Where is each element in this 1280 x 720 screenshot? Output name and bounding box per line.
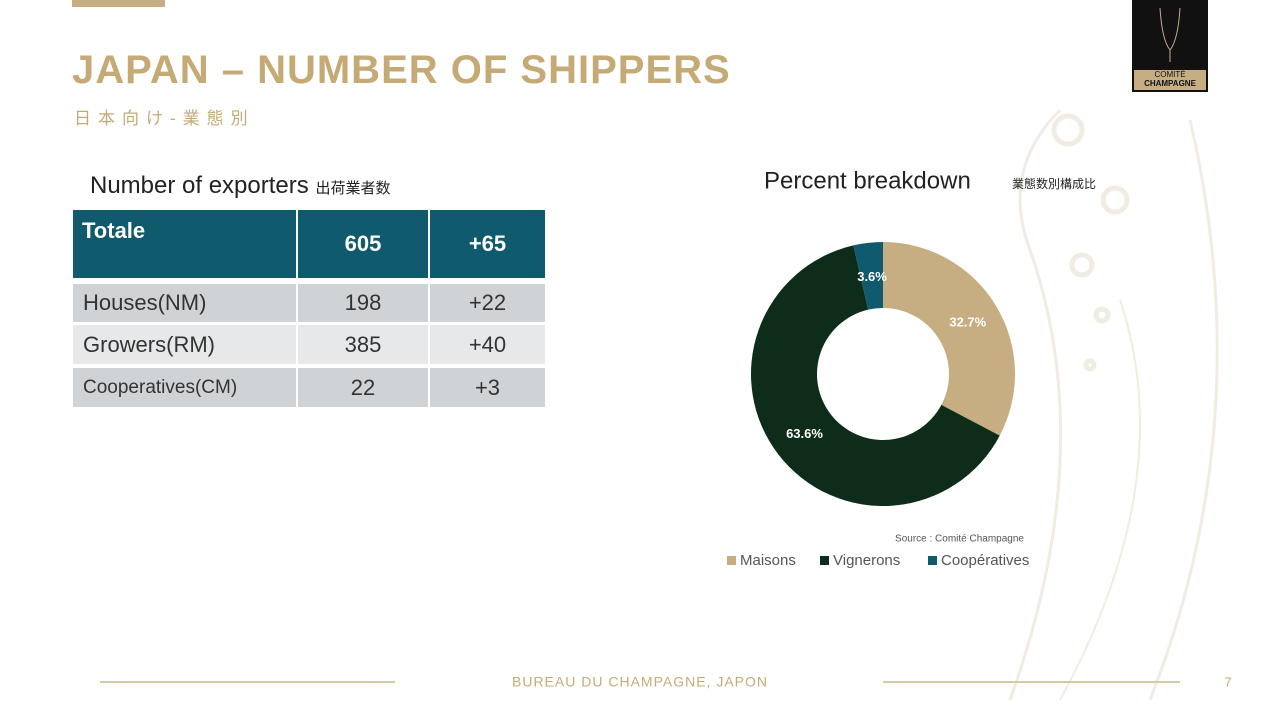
background-decor [1008,108,1219,701]
table-cell: +22 [430,284,545,322]
footer-text: BUREAU DU CHAMPAGNE, JAPON [512,674,768,690]
data-label: 3.6% [857,269,887,284]
legend-label: Maisons [740,552,796,569]
data-label: 63.6% [786,426,823,441]
subtitle: 日本向け-業態別 [74,109,255,128]
table-title-en: Number of exporters [90,172,309,199]
table-cell: +40 [430,325,545,364]
table-cell: 22 [298,368,428,407]
header-cell: +65 [430,210,545,278]
top-bar [72,0,165,7]
legend-swatch [727,556,736,565]
table-cell: Cooperatives(CM) [73,368,296,407]
table-cell: 385 [298,325,428,364]
logo-line2: CHAMPAGNE [1144,79,1196,88]
chart-title: Percent breakdown [764,167,971,194]
legend-label: Coopératives [941,552,1029,569]
logo-text: COMITÉ CHAMPAGNE [1134,70,1206,90]
page-number: 7 [1224,674,1231,689]
donut-slice [751,245,1000,507]
table-cell: 198 [298,284,428,322]
table-cell: Houses(NM) [73,284,296,322]
header-cell: 605 [298,210,428,278]
donut-slice [883,242,1015,436]
legend-swatch [820,556,829,565]
table-cell: +3 [430,368,545,407]
legend-swatch [928,556,937,565]
data-label: 32.7% [949,314,986,329]
table-title: Number of exporters 出荷業者数 [90,172,390,200]
logo-line1: COMITÉ [1154,70,1186,79]
logo-glass [1159,7,1181,62]
chart-subtitle: 業態数別構成比 [1012,176,1096,191]
donut-slice [853,242,883,310]
legend-label: Vignerons [833,552,900,569]
title: JAPAN – NUMBER OF SHIPPERS [72,48,731,92]
source: Source : Comité Champagne [895,534,1024,545]
table-title-jp: 出荷業者数 [315,180,391,197]
header-cell: Totale [73,210,296,278]
table-cell: Growers(RM) [73,325,296,364]
logo: COMITÉ CHAMPAGNE [1132,0,1208,92]
